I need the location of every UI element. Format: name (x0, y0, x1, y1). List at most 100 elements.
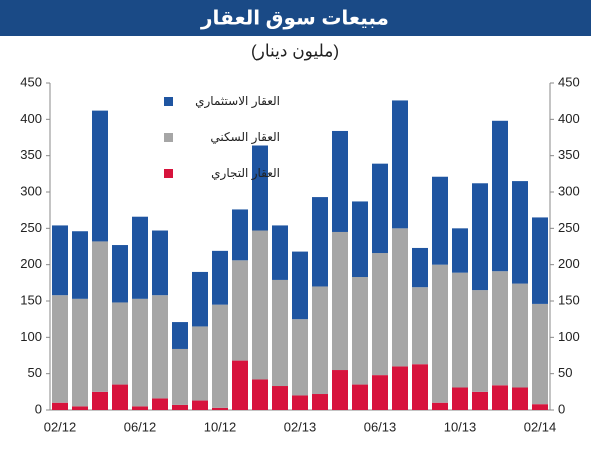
bar-segment (192, 326, 208, 401)
bar-segment (212, 250, 228, 305)
y2-tick-label: 400 (558, 111, 580, 126)
bar-segment (72, 231, 88, 299)
bar-segment (72, 406, 88, 410)
y-tick-label: 50 (28, 365, 42, 380)
bar-segment (352, 277, 368, 385)
y2-tick-label: 50 (558, 365, 572, 380)
bar-segment (392, 100, 408, 229)
bar-segment (512, 283, 528, 388)
y-tick-label: 200 (20, 256, 42, 271)
bar-segment (432, 402, 448, 410)
y-tick-label: 150 (20, 292, 42, 307)
y-tick-label: 350 (20, 147, 42, 162)
bar-segment (252, 145, 268, 231)
bar-segment (452, 387, 468, 410)
bar-segment (532, 303, 548, 405)
y2-tick-label: 250 (558, 220, 580, 235)
bar-segment (312, 286, 328, 395)
bar-segment (452, 272, 468, 388)
y2-tick-label: 450 (558, 74, 580, 89)
legend-label: العقار الاستثماري (195, 94, 280, 109)
bar-segment (272, 279, 288, 387)
y2-tick-label: 350 (558, 147, 580, 162)
bar-segment (432, 264, 448, 403)
bar-segment (332, 370, 348, 410)
bar-segment (292, 319, 308, 396)
bar-segment (172, 322, 188, 349)
y-tick-label: 300 (20, 183, 42, 198)
bar-segment (492, 120, 508, 272)
bar-segment (512, 181, 528, 284)
bar-segment (52, 295, 68, 403)
bar-segment (192, 400, 208, 410)
bar-segment (172, 404, 188, 410)
bar-segment (112, 245, 128, 303)
bar-segment (152, 398, 168, 410)
bar-segment (52, 402, 68, 410)
x-tick-label: 10/12 (204, 419, 237, 434)
bar-segment (152, 295, 168, 399)
bar-segment (352, 384, 368, 410)
bar-segment (312, 394, 328, 410)
bar-segment (412, 247, 428, 288)
y-tick-label: 250 (20, 220, 42, 235)
bar-segment (392, 366, 408, 410)
bar-segment (372, 163, 388, 254)
bar-segment (332, 130, 348, 232)
bar-segment (92, 110, 108, 242)
bar-segment (92, 391, 108, 410)
title-bar (0, 0, 591, 36)
y-tick-label: 100 (20, 329, 42, 344)
bar-segment (252, 230, 268, 380)
bar-segment (72, 298, 88, 407)
bar-segment (512, 387, 528, 410)
x-tick-label: 06/13 (364, 419, 397, 434)
bar-segment (52, 225, 68, 296)
x-tick-label: 02/13 (284, 419, 317, 434)
chart-title: مبيعات سوق العقار (200, 7, 389, 29)
bar-segment (212, 407, 228, 410)
legend-label: العقار السكني (210, 130, 280, 145)
bar-segment (312, 197, 328, 287)
bar-segment (232, 260, 248, 361)
bar-segment (272, 225, 288, 280)
legend-swatch (164, 97, 173, 106)
bar-segment (132, 298, 148, 407)
bar-segment (452, 228, 468, 273)
y2-tick-label: 200 (558, 256, 580, 271)
bar-segment (272, 386, 288, 410)
bar-segment (472, 290, 488, 392)
bar-segment (252, 379, 268, 410)
x-tick-label: 06/12 (124, 419, 157, 434)
legend-label: العقار التجاري (211, 166, 280, 181)
x-tick-label: 02/14 (524, 419, 557, 434)
bar-segment (412, 287, 428, 365)
bar-segment (292, 395, 308, 410)
bar-segment (492, 385, 508, 410)
legend-swatch (164, 169, 173, 178)
bar-segment (192, 271, 208, 327)
bar-segment (352, 201, 368, 278)
y-tick-label: 450 (20, 74, 42, 89)
y2-tick-label: 100 (558, 329, 580, 344)
bar-segment (232, 360, 248, 410)
bar-segment (472, 183, 488, 291)
bar-segment (132, 406, 148, 410)
y-tick-label: 0 (35, 401, 42, 416)
bar-segment (492, 271, 508, 386)
bar-segment (112, 384, 128, 410)
y2-tick-label: 150 (558, 292, 580, 307)
bar-segment (412, 364, 428, 410)
bar-segment (152, 230, 168, 296)
x-tick-label: 02/12 (44, 419, 77, 434)
y2-tick-label: 0 (558, 401, 565, 416)
bar-segment (232, 209, 248, 261)
bar-segment (532, 404, 548, 410)
x-tick-label: 10/13 (444, 419, 477, 434)
bar-segment (132, 216, 148, 299)
bar-segment (392, 228, 408, 367)
bar-segment (92, 241, 108, 392)
y-tick-label: 400 (20, 111, 42, 126)
bar-segment (112, 302, 128, 385)
